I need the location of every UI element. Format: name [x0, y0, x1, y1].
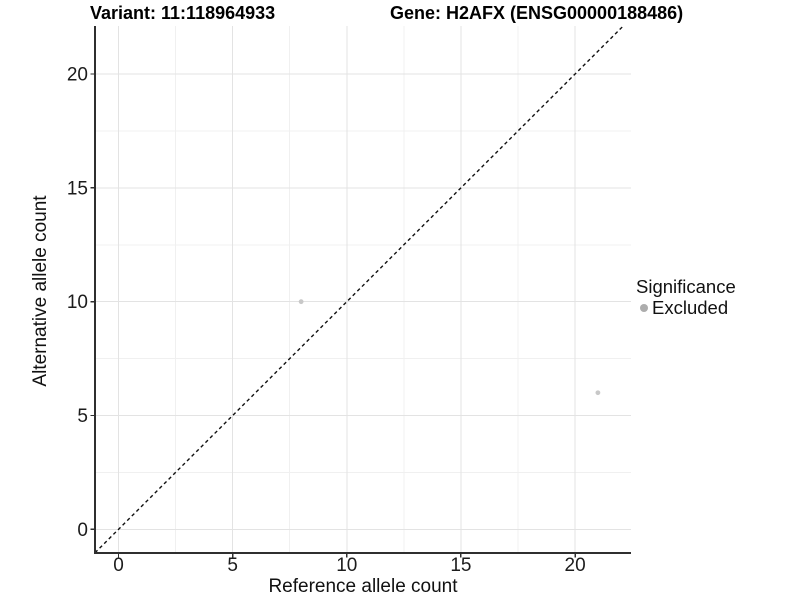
- y-tick-label: 20: [67, 65, 88, 86]
- x-axis-title: Reference allele count: [268, 576, 458, 597]
- y-tick-label: 15: [67, 178, 88, 199]
- x-tick-label: 0: [113, 555, 124, 576]
- legend: Significance Excluded: [636, 276, 736, 318]
- x-tick-label: 10: [336, 555, 357, 576]
- data-point: [595, 390, 601, 396]
- legend-title: Significance: [636, 276, 736, 297]
- identity-line: [94, 25, 624, 554]
- y-axis-title: Alternative allele count: [30, 195, 51, 387]
- y-tick-label: 10: [67, 292, 88, 313]
- y-tick-label: 5: [77, 406, 88, 427]
- y-tick-label: 0: [77, 520, 88, 541]
- legend-item-label: Excluded: [652, 297, 729, 318]
- x-tick-label: 20: [565, 555, 586, 576]
- data-point: [298, 299, 304, 305]
- x-tick-label: 5: [227, 555, 238, 576]
- plot-title-variant: Variant: 11:118964933: [90, 3, 276, 23]
- plot-title-gene: Gene: H2AFX (ENSG00000188486): [390, 3, 684, 23]
- legend-dot-icon: [640, 304, 648, 312]
- legend-item-excluded: Excluded: [636, 298, 736, 318]
- x-tick-label: 15: [450, 555, 471, 576]
